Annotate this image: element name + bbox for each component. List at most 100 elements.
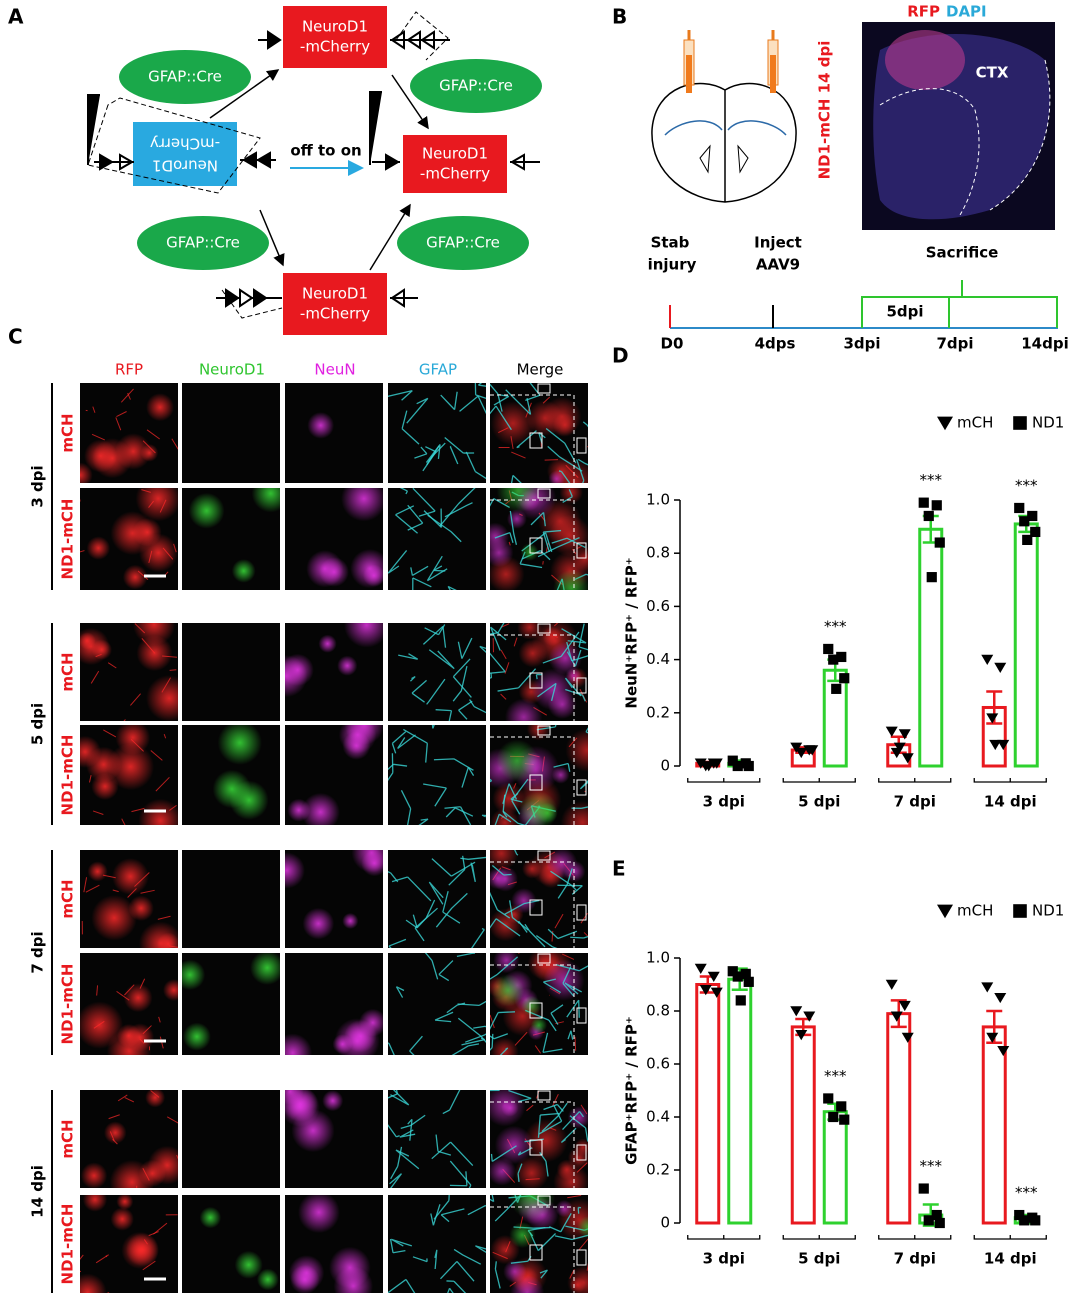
process: [130, 693, 141, 706]
cell: [86, 536, 111, 560]
x-tick-label: 3 dpi: [703, 1250, 745, 1268]
astrocyte: [490, 1090, 501, 1092]
cre-label: GFAP::Cre: [148, 68, 222, 86]
astrocyte: [543, 978, 561, 994]
cell: [503, 1259, 527, 1284]
legend-label: mCH: [957, 414, 993, 432]
promoter: [87, 94, 114, 171]
astrocyte: [505, 389, 532, 415]
lox: [239, 288, 254, 308]
process: [139, 978, 146, 989]
cell: [182, 959, 206, 991]
syringe: [683, 30, 779, 93]
astrocyte: [428, 881, 444, 905]
x-tick-label: 14 dpi: [984, 1250, 1037, 1268]
cell: [559, 488, 583, 505]
cell: [217, 725, 262, 765]
point: [923, 1215, 934, 1226]
cell: [163, 979, 178, 1002]
channel-label: NeuroD1: [199, 361, 265, 379]
point: [923, 510, 934, 522]
astrocyte: [431, 725, 435, 729]
panel-c: RFP NeuroD1 NeuN GFAP Merge: [115, 361, 563, 379]
process: [171, 438, 178, 450]
orthogonal-view: [490, 1101, 575, 1188]
point: [732, 971, 743, 982]
point: [740, 968, 751, 979]
point: [994, 662, 1007, 673]
cell: [234, 1250, 263, 1279]
astrocyte: [390, 1146, 403, 1180]
micrograph-signal: [285, 850, 383, 940]
roi-box: [537, 383, 551, 394]
process: [143, 1239, 148, 1245]
construct-box: [283, 273, 387, 335]
channel-label: NeuN: [314, 361, 355, 379]
astrocyte: [479, 645, 486, 654]
process: [148, 500, 155, 508]
cell: [567, 1105, 588, 1129]
astrocyte: [407, 504, 424, 531]
point: [997, 739, 1010, 751]
significance: ***: [920, 1157, 943, 1175]
astrocyte: [444, 436, 475, 454]
astrocyte: [456, 953, 475, 958]
astrocyte: [423, 783, 447, 807]
cre-ellipse: [137, 216, 269, 270]
process: [586, 1262, 588, 1271]
cell: [250, 953, 280, 985]
process: [102, 874, 116, 879]
legend-marker: [1013, 904, 1027, 918]
process: [510, 436, 514, 450]
process: [117, 1094, 128, 1102]
astrocyte: [537, 537, 580, 558]
x-tick-label: 5 dpi: [798, 793, 840, 811]
process: [525, 402, 532, 418]
astrocyte: [557, 868, 573, 899]
cell: [547, 690, 577, 719]
point: [831, 683, 842, 694]
lox: [390, 288, 418, 308]
micrograph-signal: [182, 953, 280, 1051]
point: [702, 761, 715, 772]
cell: [80, 1162, 108, 1188]
micrograph: [388, 383, 486, 483]
x-tick-label: 7 dpi: [894, 1250, 936, 1268]
micrograph-signal: [490, 623, 588, 721]
stain-label: DAPI: [946, 3, 987, 21]
promoter: [369, 91, 400, 171]
significance: ***: [1015, 1184, 1038, 1202]
astrocyte: [434, 1249, 438, 1270]
process: [140, 889, 155, 894]
astrocyte: [490, 673, 493, 679]
timeline-label: 7dpi: [936, 335, 973, 353]
process: [89, 775, 92, 783]
process: [109, 1131, 115, 1142]
cell: [490, 807, 520, 825]
micrograph-signal: [490, 725, 588, 825]
process: [513, 783, 517, 789]
roi-box: [537, 488, 551, 499]
astrocyte: [577, 458, 588, 466]
micrograph-signal: [307, 412, 335, 439]
astrocyte: [388, 871, 399, 883]
process: [105, 1255, 108, 1258]
process: [121, 818, 126, 825]
astrocyte: [403, 728, 428, 763]
astrocyte: [412, 1256, 428, 1263]
astrocyte: [579, 780, 588, 790]
construct-text: NeuroD1: [302, 18, 368, 36]
y-axis-label: NeuN⁺RFP⁺ / RFP⁺: [623, 557, 641, 708]
astrocyte: [442, 1090, 461, 1115]
micrograph: [388, 953, 486, 1055]
point: [901, 753, 914, 764]
astrocyte: [431, 858, 476, 877]
cell: [337, 655, 358, 676]
process: [150, 1090, 160, 1098]
micrograph-signal: [285, 1008, 383, 1055]
process: [568, 737, 578, 748]
point: [989, 739, 1002, 751]
process: [150, 750, 163, 761]
cell: [285, 1033, 313, 1055]
astrocyte: [399, 1129, 416, 1138]
